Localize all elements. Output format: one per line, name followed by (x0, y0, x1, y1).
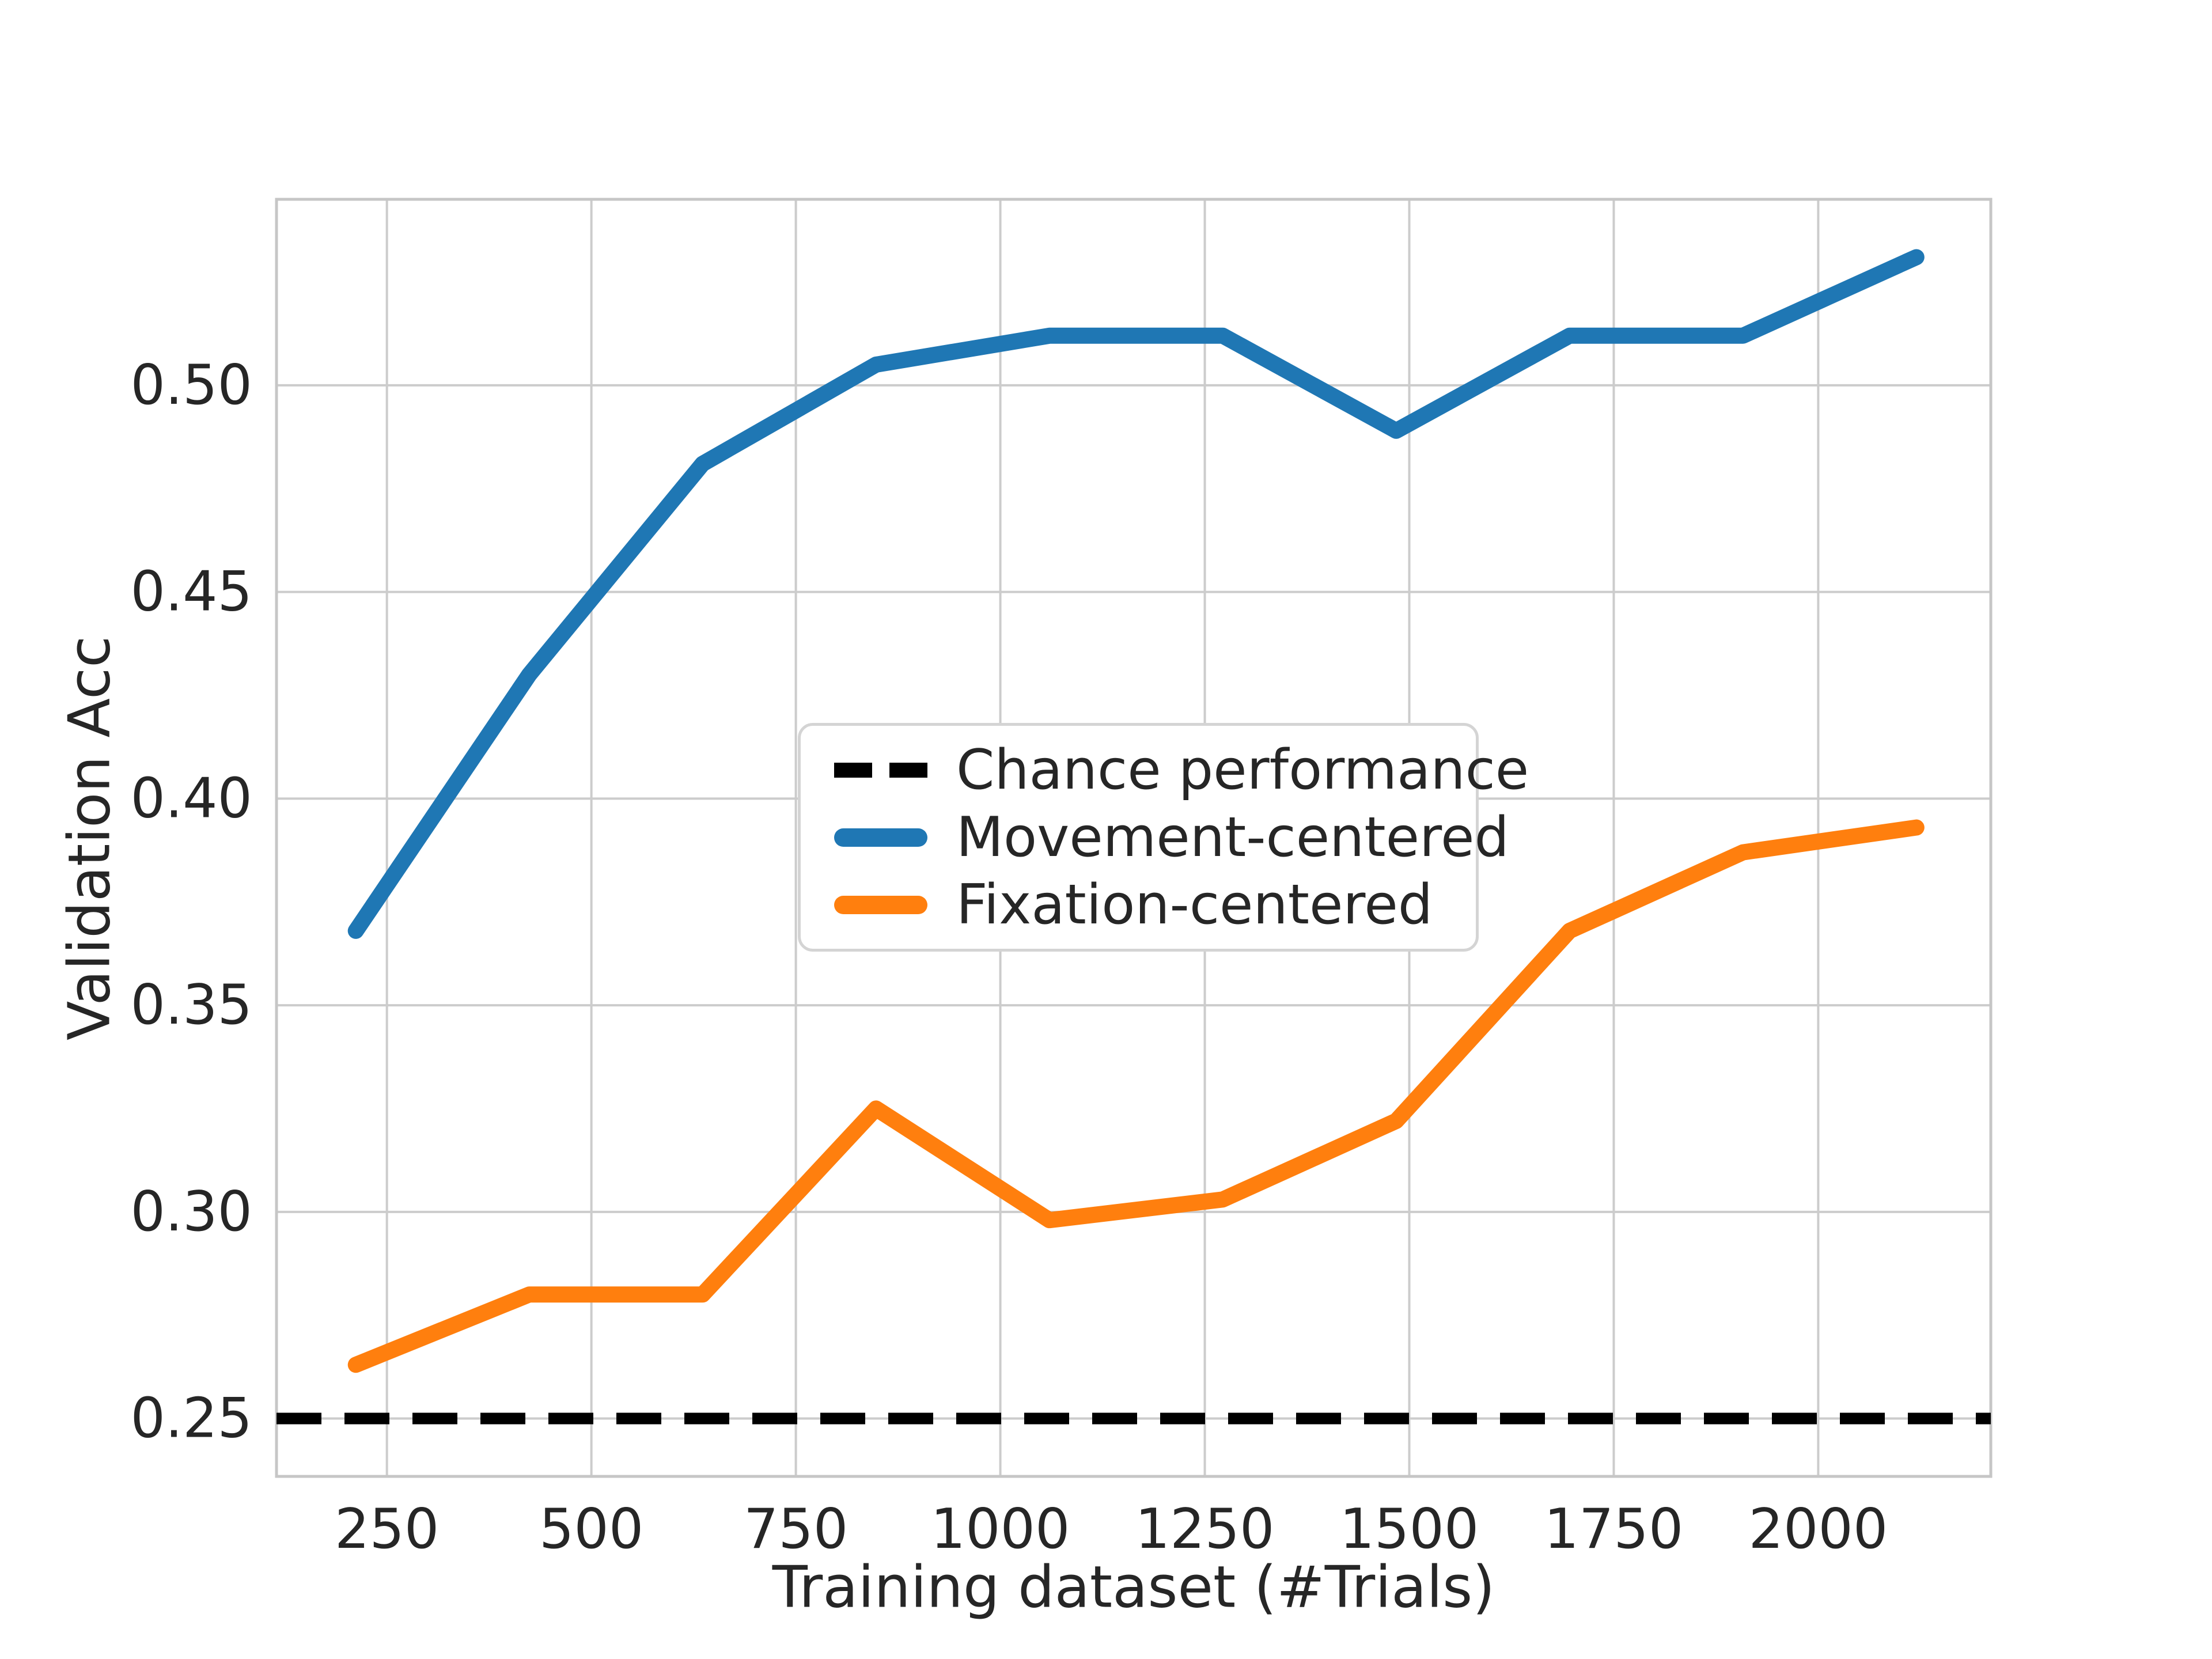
y-tick-label: 0.30 (130, 1180, 252, 1244)
x-axis-label: Training dataset (#Trials) (772, 1553, 1495, 1621)
x-tick-label: 250 (335, 1498, 439, 1561)
solid-line-swatch-icon (834, 895, 927, 914)
legend-label: Fixation-centered (956, 873, 1433, 937)
x-tick-label: 1750 (1544, 1498, 1684, 1561)
y-axis-label: Validation Acc (55, 635, 123, 1041)
solid-line-swatch-icon (834, 828, 927, 847)
x-tick-label: 1000 (931, 1498, 1070, 1561)
legend-item-chance: Chance performance (818, 738, 1529, 802)
series-fixation-centered (347, 819, 1925, 1373)
y-tick-label: 0.25 (130, 1387, 252, 1450)
x-tick-label: 2000 (1749, 1498, 1888, 1561)
y-tick-label: 0.40 (130, 767, 252, 830)
dashed-line-swatch-icon (834, 762, 927, 778)
x-tick-label: 500 (539, 1498, 643, 1561)
x-tick-label: 1250 (1135, 1498, 1275, 1561)
y-tick-label: 0.45 (130, 560, 252, 624)
legend-item-fixation: Fixation-centered (818, 873, 1459, 937)
y-tick-label: 0.35 (130, 974, 252, 1037)
legend: Chance performance Movement-centered Fix… (798, 723, 1529, 952)
legend-label: Chance performance (956, 738, 1529, 802)
series-movement-centered (347, 249, 1925, 939)
x-tick-label: 750 (744, 1498, 848, 1561)
legend-label: Movement-centered (956, 805, 1509, 869)
x-tick-label: 1500 (1340, 1498, 1479, 1561)
legend-item-movement: Movement-centered (818, 805, 1509, 870)
plot-border (275, 198, 1993, 1478)
y-tick-label: 0.50 (130, 354, 252, 417)
